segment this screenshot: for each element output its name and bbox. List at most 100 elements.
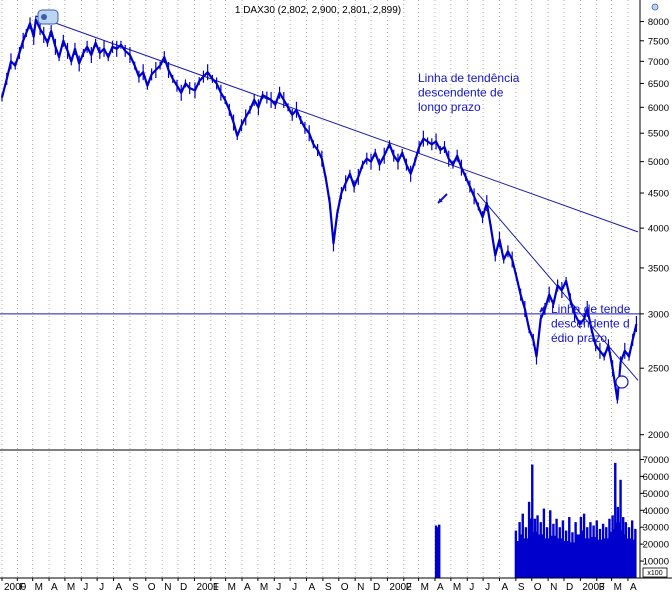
x-tick-label: D	[180, 582, 187, 592]
volume-fill	[562, 541, 567, 578]
x-tick-label: S	[325, 582, 332, 592]
x-tick-label: S	[132, 582, 139, 592]
x-tick-label: N	[550, 582, 557, 592]
volume-fill	[612, 529, 616, 578]
y-tick-label: 5000	[648, 157, 669, 168]
x-tick-label: M	[228, 582, 236, 592]
x-tick-label: J	[276, 582, 281, 592]
volume-fill	[609, 531, 613, 578]
x-tick-label: D	[373, 582, 380, 592]
volume-tick-label: 10000	[643, 557, 669, 568]
x-tick-label: J	[99, 582, 104, 592]
x-tick-label: D	[566, 582, 573, 592]
volume-fill	[540, 534, 544, 578]
x-tick-label: A	[51, 582, 58, 592]
y-tick-label: 6500	[648, 79, 669, 90]
volume-fill	[593, 537, 597, 578]
x-tick-label: N	[164, 582, 171, 592]
bull-icon-head	[41, 14, 47, 20]
volume-fill	[617, 522, 621, 578]
x-tick-label: F	[213, 582, 219, 592]
y-tick-label: 3500	[648, 263, 669, 274]
volume-fill	[519, 534, 523, 578]
x-tick-label: O	[148, 582, 156, 592]
annotation-long: Linha de tendência	[418, 71, 520, 85]
volume-fill	[615, 522, 618, 578]
x-tick-label: 2000	[4, 582, 27, 592]
y-tick-label: 4500	[648, 189, 669, 200]
plot-area	[0, 0, 640, 578]
volume-fill	[529, 518, 533, 578]
volume-fill	[559, 538, 563, 578]
top-right-icon	[651, 3, 659, 11]
volume-fill	[547, 538, 551, 578]
volume-bar	[619, 479, 622, 578]
volume-fill	[599, 539, 604, 578]
bear-icon	[615, 375, 629, 389]
volume-bar	[436, 527, 439, 578]
x-tick-label: J	[485, 582, 490, 592]
bull-icon-body	[37, 9, 59, 25]
volume-fill	[543, 538, 548, 578]
volume-bar	[434, 525, 438, 578]
volume-multiplier-label: x100	[647, 570, 662, 577]
volume-fill	[629, 538, 633, 578]
volume-fill	[534, 531, 538, 578]
x-tick-label: A	[309, 582, 316, 592]
volume-fill	[550, 535, 554, 578]
volume-fill	[532, 531, 535, 578]
x-tick-label: A	[116, 582, 123, 592]
volume-fill	[515, 541, 520, 578]
y-tick-label: 6000	[648, 103, 669, 114]
x-tick-label: J	[292, 582, 297, 592]
volume-fill	[587, 538, 591, 578]
volume-tick-label: 70000	[643, 455, 669, 466]
volume-fill	[580, 530, 585, 578]
volume-fill	[632, 539, 636, 578]
chart-title: 1 DAX30 (2,802, 2,900, 2,801, 2,899)	[235, 5, 401, 16]
volume-fill	[596, 539, 600, 578]
x-tick-label: M	[35, 582, 43, 592]
x-tick-label: N	[357, 582, 364, 592]
y-tick-label: 7000	[648, 57, 669, 68]
volume-tick-label: 50000	[643, 489, 669, 500]
x-tick-label: A	[630, 582, 637, 592]
arrow-long-head	[438, 198, 443, 203]
volume-tick-label: 30000	[643, 523, 669, 534]
x-tick-label: M	[614, 582, 622, 592]
x-tick-label: M	[67, 582, 75, 592]
x-tick-label: M	[260, 582, 268, 592]
x-tick-label: A	[244, 582, 251, 592]
annotation-medium: descendente d	[551, 317, 630, 331]
x-tick-label: 2001	[196, 582, 219, 592]
x-tick-label: S	[518, 582, 525, 592]
annotation-medium: édio prazo	[551, 331, 607, 345]
volume-fill	[606, 538, 610, 578]
y-tick-label: 4000	[648, 224, 669, 235]
annotation-long: descendente de	[418, 86, 504, 100]
volume-fill	[569, 542, 573, 578]
annotation-long: longo prazo	[418, 100, 481, 114]
x-tick-label: A	[437, 582, 444, 592]
x-tick-label: F	[406, 582, 412, 592]
x-tick-label: M	[453, 582, 461, 592]
volume-bar	[634, 528, 637, 578]
volume-fill	[603, 538, 607, 578]
x-tick-label: J	[83, 582, 88, 592]
bear-icon-body	[615, 375, 629, 389]
y-tick-label: 5500	[648, 129, 669, 140]
volume-fill	[525, 538, 530, 578]
y-tick-label: 2500	[648, 364, 669, 375]
x-tick-label: F	[19, 582, 25, 592]
volume-fill	[625, 538, 630, 578]
bull-icon	[37, 9, 59, 25]
y-tick-label: 2000	[648, 430, 669, 441]
y-tick-label: 8000	[648, 17, 669, 28]
y-tick-label: 3000	[648, 309, 669, 320]
volume-fill	[556, 538, 560, 578]
y-tick-label: 7500	[648, 36, 669, 47]
volume-fill	[572, 542, 576, 578]
